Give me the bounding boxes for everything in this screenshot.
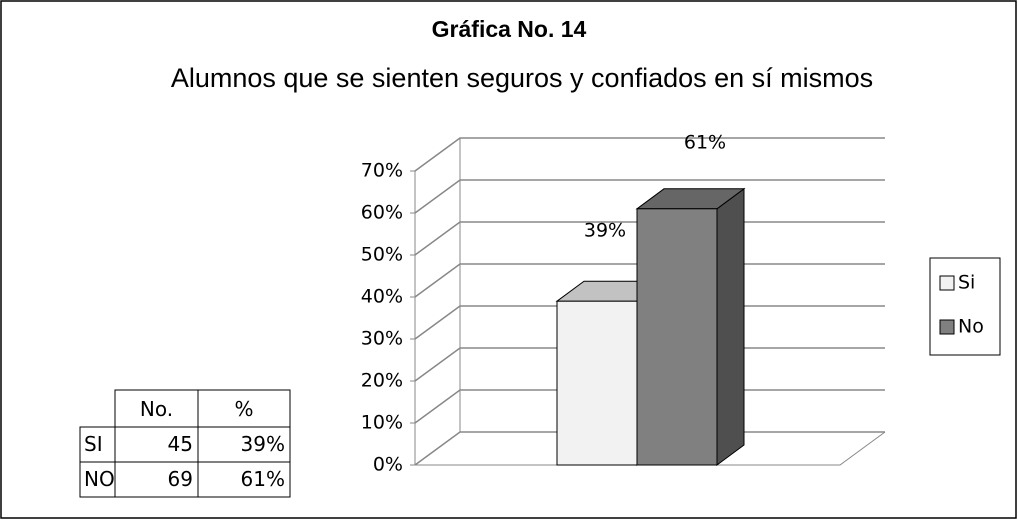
y-tick-label: 0%	[373, 454, 403, 476]
grid-line	[414, 179, 885, 214]
chart-subtitle: Alumnos que se sienten seguros y confiad…	[171, 63, 873, 93]
data-table: No. % SI 45 39% NO 69 61%	[79, 389, 291, 498]
legend-swatch	[939, 319, 955, 335]
table-cell: 39%	[241, 432, 285, 456]
y-tick-label: 60%	[361, 202, 403, 224]
data-label: 39%	[584, 220, 626, 242]
data-label: 61%	[684, 131, 726, 153]
bar	[556, 300, 638, 466]
table-cell: NO	[84, 467, 115, 491]
legend-label: No	[958, 316, 984, 338]
y-tick-label: 70%	[361, 160, 403, 182]
y-tick-label: 20%	[361, 370, 403, 392]
legend-label: Si	[958, 272, 975, 294]
table-cell: 69	[168, 467, 193, 491]
table-cell: SI	[84, 432, 103, 456]
bar	[636, 208, 718, 466]
y-tick-label: 30%	[361, 328, 403, 350]
y-tick-label: 10%	[361, 412, 403, 434]
table-cell: 45	[168, 432, 193, 456]
table-header: No.	[140, 397, 173, 421]
table-cell: 61%	[241, 467, 285, 491]
y-tick-label: 50%	[361, 244, 403, 266]
legend-box	[929, 257, 1001, 356]
chart-title: Gráfica No. 14	[432, 16, 587, 42]
table-header: %	[234, 397, 253, 421]
bar-side	[716, 187, 745, 466]
y-tick-label: 40%	[361, 286, 403, 308]
grid-line	[414, 137, 885, 172]
legend-swatch	[939, 275, 955, 291]
